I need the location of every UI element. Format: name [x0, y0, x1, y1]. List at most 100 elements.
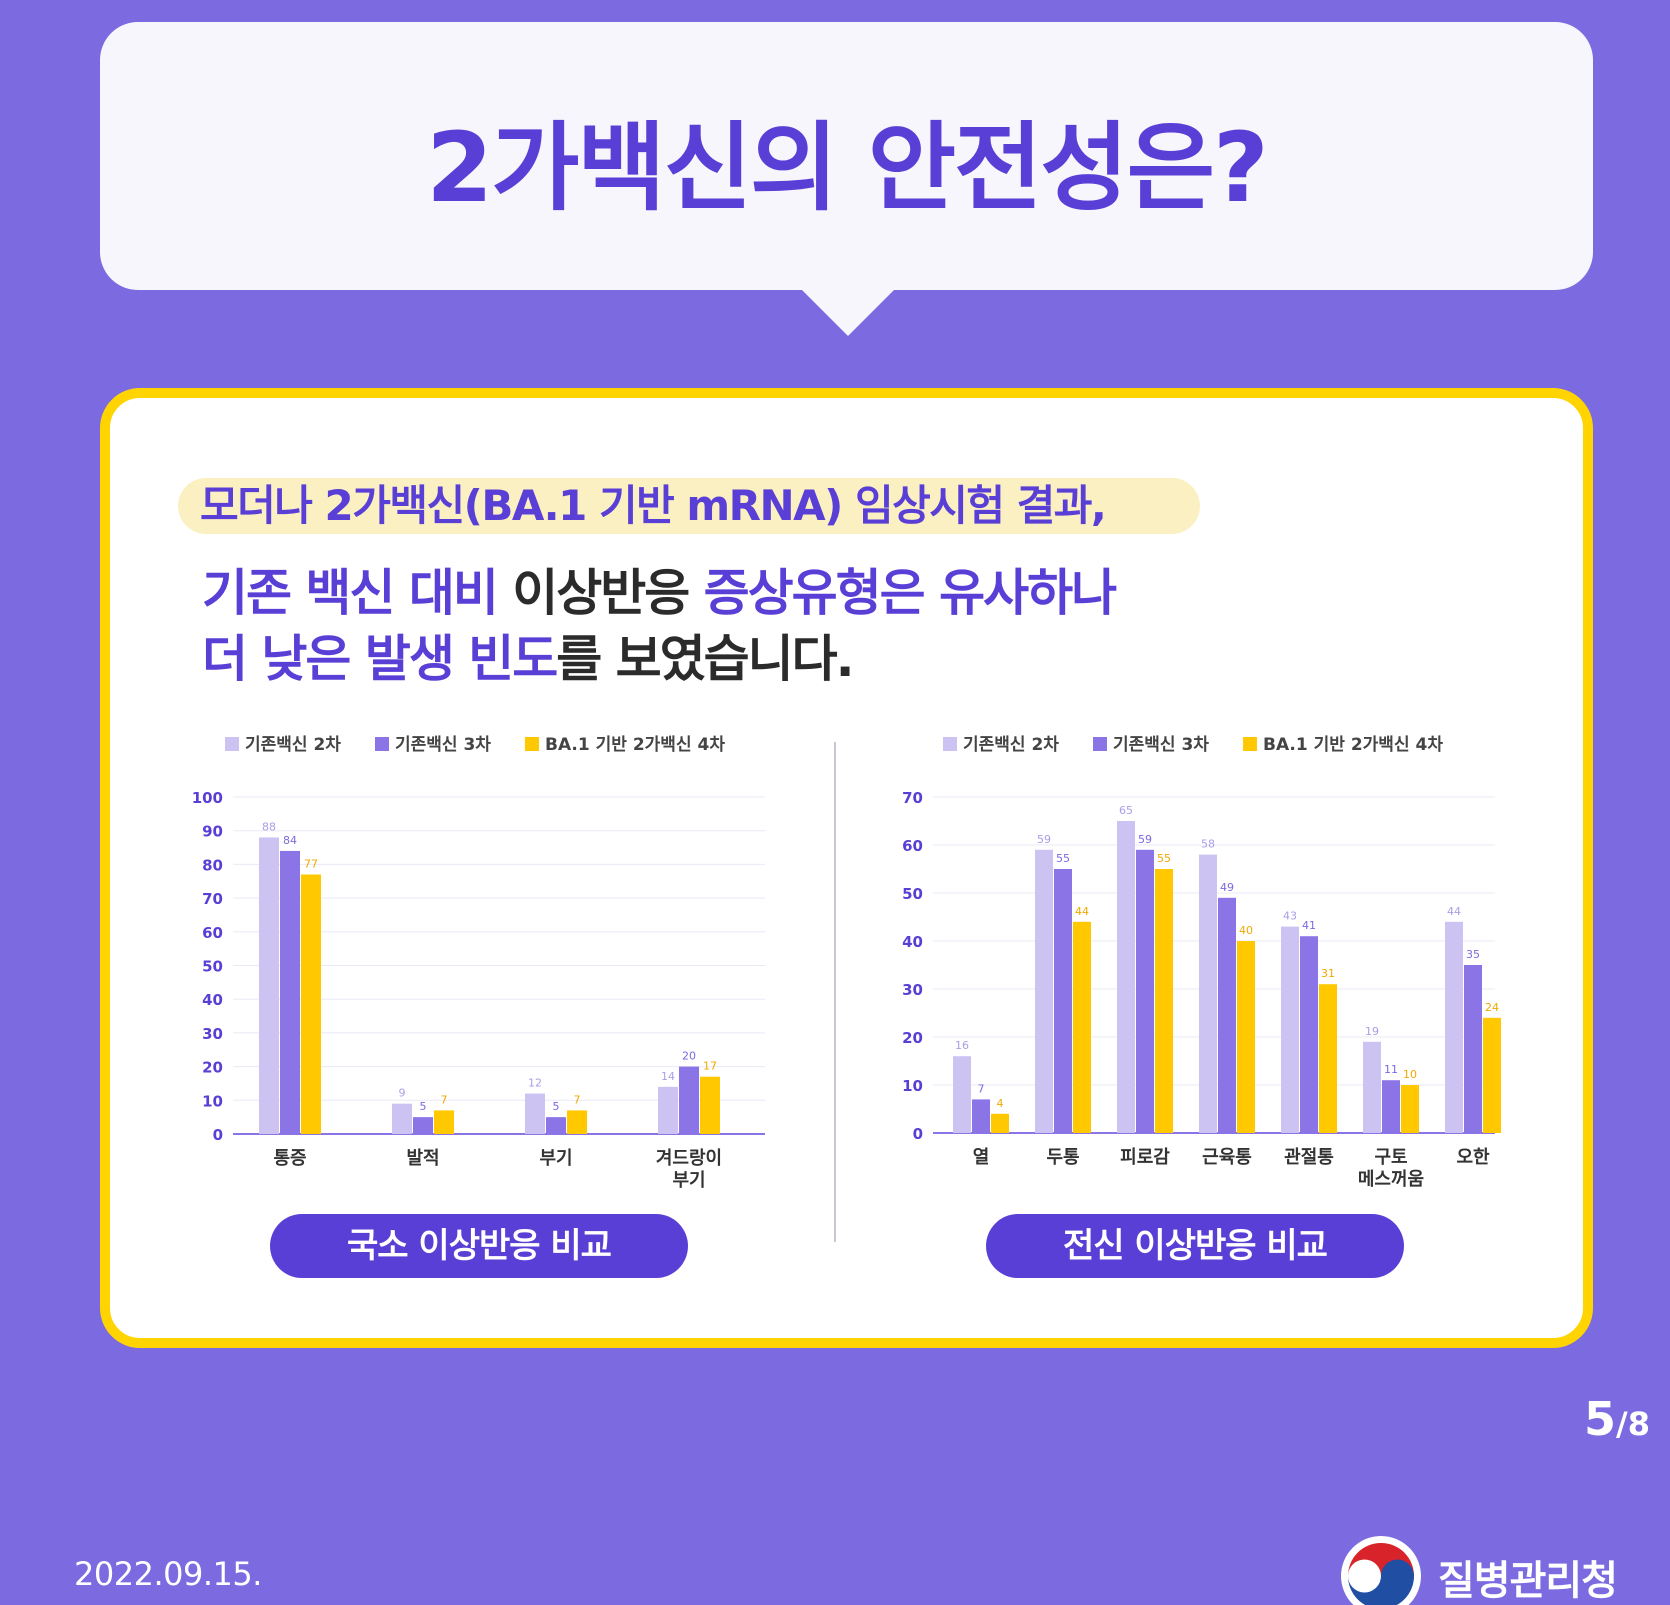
- bar: [1054, 869, 1072, 1133]
- x-tick-label: 메스꺼움: [1358, 1169, 1424, 1190]
- legend-swatch: [1243, 737, 1257, 751]
- bar: [972, 1099, 990, 1133]
- y-tick-label: 50: [202, 958, 223, 976]
- y-tick-label: 40: [902, 933, 923, 951]
- legend-swatch: [943, 737, 957, 751]
- x-tick-label: 겨드랑이: [656, 1148, 722, 1169]
- data-label: 40: [1239, 924, 1253, 937]
- page-current: 5: [1584, 1392, 1617, 1446]
- bar: [658, 1086, 678, 1134]
- subtitle-highlight: [178, 478, 1200, 534]
- bar: [1073, 921, 1091, 1133]
- x-tick-label: 발적: [406, 1148, 439, 1169]
- data-label: 4: [997, 1097, 1004, 1110]
- y-tick-label: 90: [202, 823, 223, 841]
- data-label: 16: [955, 1039, 969, 1052]
- data-label: 88: [262, 820, 276, 833]
- data-label: 59: [1037, 833, 1051, 846]
- description-line-1: 기존 백신 대비 이상반응 증상유형은 유사하나: [202, 560, 1117, 626]
- bar: [259, 837, 279, 1134]
- legend-label: 기존백신 2차: [245, 735, 341, 755]
- y-tick-label: 60: [202, 924, 223, 942]
- bubble-tail: [800, 288, 896, 336]
- x-tick-label: 통증: [273, 1148, 306, 1169]
- x-tick-label: 부기: [539, 1148, 572, 1169]
- data-label: 41: [1302, 919, 1316, 932]
- local-reactions-chart-svg: 기존백신 2차 기존백신 3차 BA.1 기반 2가백신 4차 0 10 20 30 40 50…: [192, 735, 765, 1191]
- bar: [1445, 921, 1463, 1133]
- data-label: 58: [1201, 838, 1215, 851]
- y-tick-label: 70: [202, 890, 223, 908]
- x-tick-label: 두통: [1046, 1147, 1079, 1168]
- data-label: 11: [1384, 1063, 1398, 1076]
- legend-swatch: [525, 737, 539, 751]
- systemic-reactions-label: 전신 이상반응 비교: [986, 1214, 1404, 1278]
- page-title: 2가백신의 안전성은?: [426, 112, 1268, 224]
- y-tick-label: 100: [192, 789, 223, 807]
- bar: [546, 1117, 566, 1134]
- data-label: 43: [1283, 910, 1297, 923]
- bar: [1035, 849, 1053, 1133]
- description-text: 증상유형은 유사하나: [703, 564, 1117, 622]
- y-tick-label: 20: [902, 1029, 923, 1047]
- local-reactions-label: 국소 이상반응 비교: [270, 1214, 688, 1278]
- description-line-2: 더 낮은 발생 빈도를 보였습니다.: [202, 626, 1115, 692]
- data-label: 19: [1365, 1025, 1379, 1038]
- bar: [1300, 936, 1318, 1133]
- bar: [525, 1093, 545, 1134]
- subtitle: 모더나 2가백신(BA.1 기반 mRNA) 임상시험 결과,: [200, 481, 1107, 530]
- data-label: 65: [1119, 804, 1133, 817]
- data-label: 7: [441, 1093, 448, 1106]
- bar: [301, 874, 321, 1134]
- y-tick-label: 30: [202, 1025, 223, 1043]
- description-text: 더 낮은 발생 빈도: [202, 630, 558, 688]
- x-tick-label: 구토: [1374, 1147, 1407, 1168]
- data-label: 10: [1403, 1068, 1417, 1081]
- bar: [1464, 965, 1482, 1133]
- bar: [1218, 897, 1236, 1133]
- data-label: 5: [553, 1100, 560, 1113]
- bar: [991, 1113, 1009, 1133]
- systemic-reactions-chart-svg: 기존백신 2차 기존백신 3차 BA.1 기반 2가백신 4차 0 10 20 30 40 50…: [902, 735, 1501, 1190]
- y-tick-label: 20: [202, 1059, 223, 1077]
- data-label: 31: [1321, 967, 1335, 980]
- data-label: 12: [528, 1077, 542, 1090]
- bar: [679, 1066, 699, 1134]
- legend-swatch: [225, 737, 239, 751]
- y-tick-label: 10: [902, 1077, 923, 1095]
- data-label: 7: [574, 1093, 581, 1106]
- bar: [392, 1103, 412, 1134]
- y-tick-label: 30: [902, 981, 923, 999]
- x-tick-label: 부기: [672, 1170, 705, 1191]
- description-text: 기존 백신 대비: [202, 564, 513, 622]
- x-tick-label: 피로감: [1120, 1147, 1170, 1168]
- bar: [700, 1076, 720, 1134]
- legend-swatch: [375, 737, 389, 751]
- bar: [1155, 869, 1173, 1133]
- bar: [1382, 1080, 1400, 1133]
- y-tick-label: 80: [202, 856, 223, 874]
- chart-systemic-reactions: 기존백신 2차 기존백신 3차 BA.1 기반 2가백신 4차 0 10 20 30 40 50…: [885, 725, 1515, 1209]
- data-label: 84: [283, 834, 297, 847]
- x-tick-label: 오한: [1456, 1147, 1490, 1168]
- bar: [1319, 984, 1337, 1133]
- y-tick-label: 40: [202, 991, 223, 1009]
- chart-local-reactions: 기존백신 2차 기존백신 3차 BA.1 기반 2가백신 4차 0 10 20 30 40 50…: [185, 725, 785, 1209]
- y-tick-label: 0: [213, 1126, 223, 1144]
- chart-card: [100, 388, 1593, 1348]
- data-label: 59: [1138, 833, 1152, 846]
- bar: [1237, 941, 1255, 1133]
- legend-swatch: [1093, 737, 1107, 751]
- description-text: 이상반응: [512, 564, 704, 622]
- x-tick-label: 근육통: [1202, 1147, 1252, 1168]
- bar: [953, 1056, 971, 1133]
- bar: [1363, 1041, 1381, 1133]
- legend-label: 기존백신 3차: [1113, 735, 1209, 755]
- bar: [1136, 849, 1154, 1133]
- y-tick-label: 60: [902, 837, 923, 855]
- description: 기존 백신 대비 이상반응 증상유형은 유사하나 더 낮은 발생 빈도를 보였습…: [202, 560, 1117, 692]
- data-label: 14: [661, 1070, 675, 1083]
- title-bubble: [100, 22, 1593, 290]
- government-emblem-icon: [1341, 1536, 1421, 1605]
- publish-date: 2022.09.15.: [74, 1555, 262, 1593]
